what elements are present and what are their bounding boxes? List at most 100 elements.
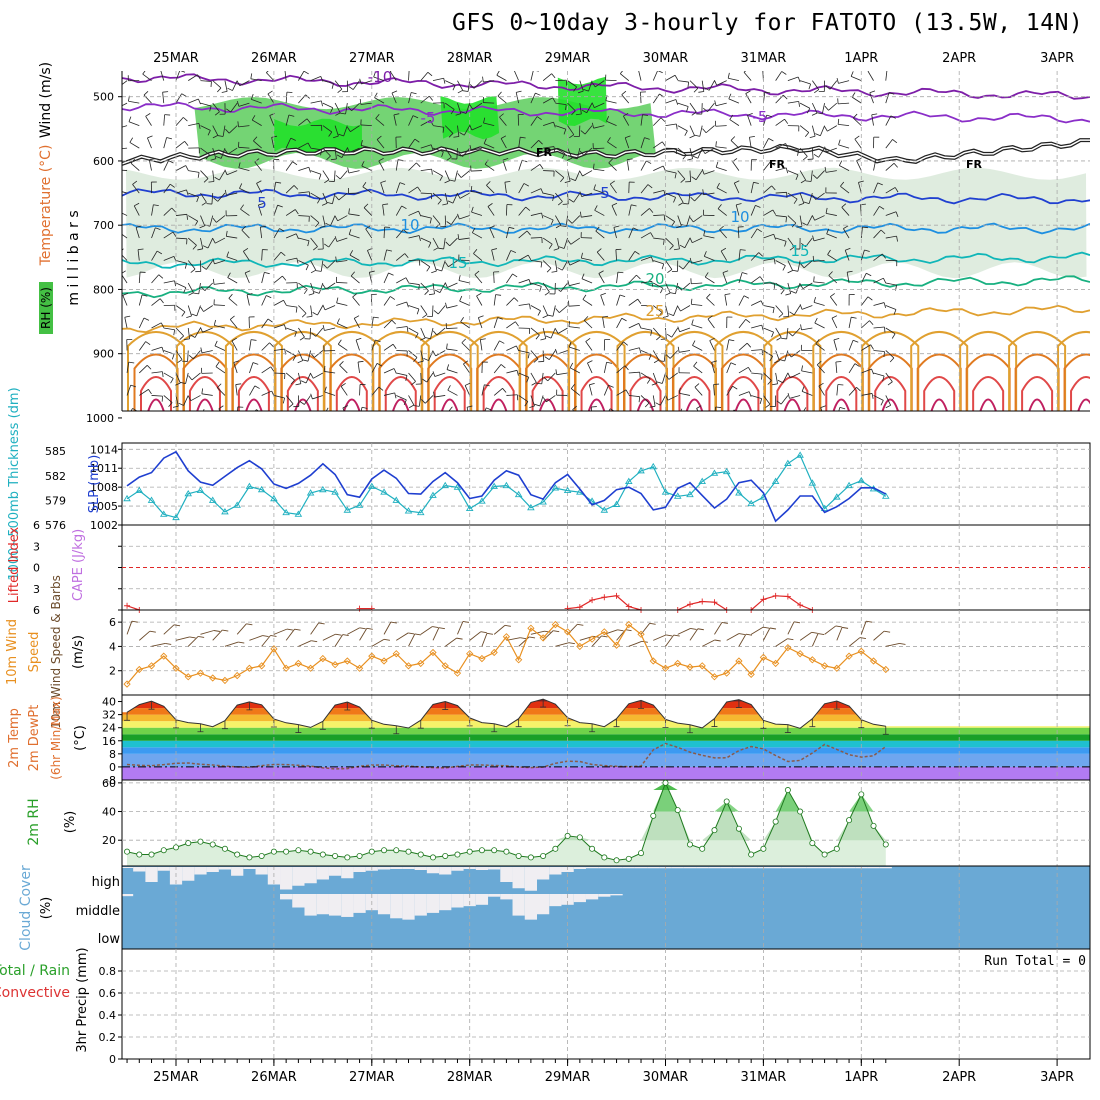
wind-barb-feather <box>542 397 547 403</box>
wind-barb <box>452 192 458 204</box>
wind-barb <box>383 343 394 351</box>
wind-barb <box>228 125 238 134</box>
wind-speed-point <box>833 664 841 672</box>
wind-barb-feather <box>433 391 435 398</box>
wind-barb <box>215 237 226 244</box>
wind-barb <box>233 362 238 374</box>
wind-barb-feather <box>173 329 176 336</box>
wind-barb-feather <box>484 384 490 387</box>
wind-barb <box>408 282 420 285</box>
wind-barb <box>285 92 288 104</box>
wind-barb-feather <box>774 360 780 364</box>
wind-barb-feather <box>510 250 517 254</box>
wind-barb-feather <box>613 225 620 228</box>
slp-tick-label: 1011 <box>90 462 118 475</box>
wind-barb <box>726 633 740 641</box>
wind-barb-feather <box>824 166 827 173</box>
wind-barb-feather <box>644 402 650 408</box>
wind-barb <box>530 282 542 287</box>
cloud-bar-middle <box>524 894 538 920</box>
wind-barb <box>640 160 647 171</box>
wind-barb <box>334 148 337 160</box>
wind-barb <box>273 395 285 399</box>
thickness-point <box>502 481 511 489</box>
wind-barb <box>163 160 169 171</box>
wind-barb <box>530 237 542 239</box>
wind-barb-feather <box>568 341 572 348</box>
wind-barb <box>780 418 788 425</box>
wind-barb <box>803 260 813 269</box>
thk-tick-label: 585 <box>45 445 66 458</box>
wind-barb-feather <box>495 294 502 296</box>
wind10m-speed-label: Speed <box>27 632 42 673</box>
wind-barb <box>593 147 605 150</box>
wind-barb-feather <box>785 143 789 149</box>
wind-barb <box>547 372 556 382</box>
wind-barb-feather <box>767 380 772 385</box>
wind-barb <box>447 282 458 288</box>
wind-barb-feather <box>838 139 841 145</box>
wind-barb-feather <box>523 426 527 430</box>
cloud-bar-middle <box>561 894 574 905</box>
isotherm-bulb <box>140 375 172 411</box>
wind-barb-feather <box>545 335 552 339</box>
wind-barb-feather <box>871 113 878 116</box>
wind-barb-feather <box>464 382 471 386</box>
wind-barb-feather <box>784 118 789 124</box>
wind-barb-feather <box>534 403 540 407</box>
wind-barb-feather <box>619 294 626 298</box>
wind-barb-feather <box>376 362 383 367</box>
wind-barb-feather <box>736 203 742 206</box>
wind-barb <box>408 235 420 239</box>
wind-barb <box>695 170 703 180</box>
wind-barb <box>699 125 703 137</box>
wind-barb <box>145 116 152 126</box>
wind-barb <box>226 170 238 176</box>
wind-barb-feather <box>797 150 800 156</box>
wind-barb <box>885 115 892 126</box>
wind-barb-feather <box>698 91 704 93</box>
wind-barb-feather <box>460 111 467 114</box>
wind-barb <box>261 318 269 329</box>
thickness-point <box>159 510 168 517</box>
wind-barb <box>810 170 813 182</box>
cloud-bar-high <box>402 867 415 869</box>
wind-barb-feather <box>432 371 436 377</box>
wind-barb <box>620 73 630 81</box>
wind-barb <box>826 233 837 239</box>
wind-barb <box>469 631 482 641</box>
wind-barb <box>667 395 678 401</box>
wind-barb <box>751 372 763 375</box>
temp-band <box>122 721 1090 728</box>
wind-barb <box>542 215 554 221</box>
wind-barb-feather <box>667 269 673 274</box>
wind-barb <box>858 182 862 194</box>
wind-barb-feather <box>489 225 495 229</box>
wind-barb <box>444 192 449 204</box>
cloud-bar-high <box>304 867 317 884</box>
wind-barb-feather <box>156 250 163 255</box>
wind-barb <box>857 410 858 411</box>
wind-barb <box>874 418 883 425</box>
wind-barb <box>652 395 656 407</box>
wind-barb <box>135 227 140 239</box>
wind-barb-feather <box>323 365 326 372</box>
wind-barb <box>518 395 529 402</box>
wind-barb-feather <box>536 116 542 120</box>
wind-barb <box>493 388 503 396</box>
wind-barb-feather <box>414 138 420 143</box>
wind-barb <box>624 137 630 149</box>
wind-barb-feather <box>799 304 803 310</box>
cloud-bar-high <box>451 867 464 871</box>
wind-axis-label: Wind (m/s) <box>38 62 54 138</box>
temp-band <box>122 699 1090 702</box>
wind-barb-feather <box>145 113 151 117</box>
wind-barb <box>303 418 311 426</box>
wind-barb-feather <box>502 158 509 161</box>
cloud-bar-high <box>769 867 782 869</box>
wind-barb <box>152 418 163 421</box>
rh-point <box>870 822 877 829</box>
rh-point <box>503 848 510 855</box>
wind-barb <box>848 387 857 396</box>
